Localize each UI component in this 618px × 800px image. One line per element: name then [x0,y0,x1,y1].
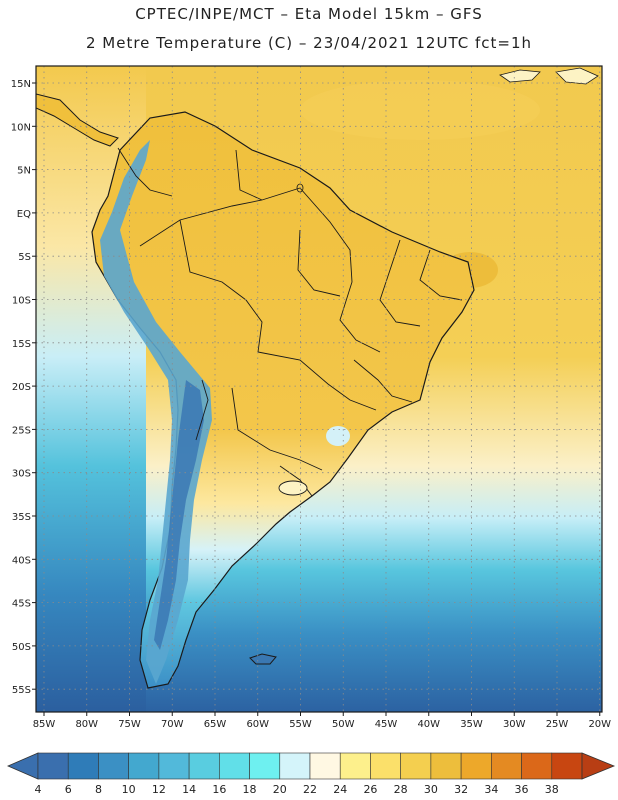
graticule [36,66,602,712]
lat-label: 50S [12,642,31,653]
caribbean-island [555,67,599,85]
colorbar-segment [491,752,522,780]
lat-label: 30S [12,469,31,480]
colorbar-segment [249,752,281,780]
lat-label: 15S [12,339,31,350]
colorbar-segment [98,752,129,780]
falkland-islands [249,653,277,665]
lat-label: 10N [11,122,31,133]
colorbar-label: 22 [303,783,317,796]
colorbar-segment [37,752,69,780]
colorbar-segment [430,752,462,780]
colorbar-label: 10 [122,783,136,796]
colorbar-label: 36 [515,783,529,796]
lon-label: 45W [375,719,398,730]
lat-label: 5S [18,252,31,263]
cool-patch-south-brazil [326,426,350,446]
lat-label: 25S [12,425,31,436]
colorbar-label: 20 [273,783,287,796]
andes-cold-ridge [100,140,212,684]
colorbar-segment [279,752,311,780]
colorbar-segment [551,752,583,780]
colorbar-segment [67,752,99,780]
small-lake [296,183,304,193]
colorbar-arrow-left [6,752,39,780]
colorbar-arrow-right [581,752,616,780]
colorbar-segment [460,752,492,780]
colorbar-label: 6 [65,783,72,796]
latitude-labels: 15N 10N 5N EQ 5S 10S 15S 20S 25S 30S 35S 40S 45S 50S 5… [11,79,36,696]
map-frame [35,65,603,713]
lon-label: 40W [417,719,440,730]
lat-label: 35S [12,512,31,523]
lat-label: 40S [12,555,31,566]
colorbar-segment [521,752,553,780]
la-plata-estuary [278,480,308,496]
colorbar-label: 38 [545,783,559,796]
central-america-landmass [36,93,119,147]
lon-label: 70W [161,719,184,730]
lon-label: 50W [332,719,355,730]
lat-label: 15N [11,79,31,90]
lon-label: 30W [503,719,526,730]
colorbar-label: 16 [212,783,226,796]
colorbar-label: 26 [363,783,377,796]
lat-label: 55S [12,685,31,696]
lon-label: 75W [118,719,141,730]
lon-label: 20W [588,719,611,730]
andes-cold-core [154,380,204,650]
lon-label: 60W [246,719,269,730]
country-borders [117,147,463,497]
caribbean-island [499,69,541,83]
colorbar-segment [309,752,341,780]
colorbar-label: 34 [484,783,498,796]
lat-label: 5N [17,166,31,177]
lon-label: 35W [460,719,483,730]
colorbar-label: 8 [95,783,102,796]
colorbar-segment [188,752,220,780]
lon-label: 80W [75,719,98,730]
lon-label: 65W [204,719,227,730]
lon-label: 85W [33,719,56,730]
temperature-colorbar: 4 6 8 10 12 14 16 18 20 22 24 26 28 30 32 34 36 38 [6,752,616,796]
colorbar-segment [219,752,250,780]
colorbar-label: 24 [333,783,347,796]
colorbar-label: 28 [394,783,408,796]
colorbar-label: 4 [35,783,42,796]
lat-label: 20S [12,382,31,393]
colorbar-label: 18 [243,783,257,796]
longitude-labels: 85W 80W 75W 70W 65W 60W 55W 50W 45W 40W 35W 30W 25W 2… [33,712,611,730]
colorbar-segment [370,752,401,780]
colorbar-segment [400,752,432,780]
map-title-line-1: CPTEC/INPE/MCT – Eta Model 15km – GFS [135,5,483,23]
colorbar-label: 14 [182,783,196,796]
lon-label: 25W [546,719,569,730]
lat-label: 10S [12,296,31,307]
map-title-line-2: 2 Metre Temperature (C) – 23/04/2021 12U… [85,34,533,52]
lat-label: 45S [12,599,31,610]
colorbar-label: 30 [424,783,438,796]
colorbar-label: 32 [454,783,468,796]
colorbar-label: 12 [152,783,166,796]
colorbar-segment [339,752,371,780]
colorbar-segment [158,752,190,780]
warm-patch-caribbean [300,80,540,140]
lon-label: 55W [289,719,312,730]
colorbar-segment [128,752,160,780]
lat-label: EQ [17,209,31,220]
